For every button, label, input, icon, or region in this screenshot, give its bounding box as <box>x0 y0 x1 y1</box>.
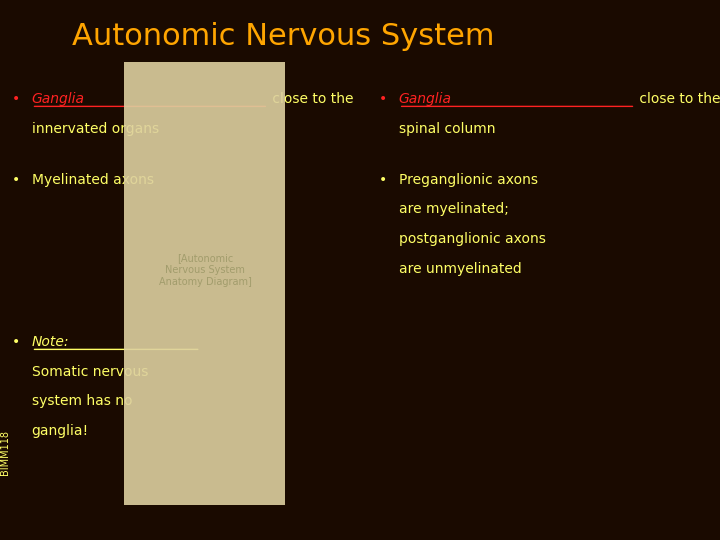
Text: are myelinated;: are myelinated; <box>399 202 508 217</box>
Text: ganglia!: ganglia! <box>32 424 89 438</box>
Text: •: • <box>379 92 387 106</box>
Text: system has no: system has no <box>32 394 132 408</box>
Text: BIMM118: BIMM118 <box>0 430 10 475</box>
Text: close to the: close to the <box>635 92 720 106</box>
Text: •: • <box>12 92 20 106</box>
Text: Myelinated axons: Myelinated axons <box>32 173 153 187</box>
Text: •: • <box>12 173 20 187</box>
Text: Somatic nervous: Somatic nervous <box>32 364 148 379</box>
Text: [Autonomic
Nervous System
Anatomy Diagram]: [Autonomic Nervous System Anatomy Diagra… <box>158 253 251 287</box>
Text: are unmyelinated: are unmyelinated <box>399 262 521 276</box>
Text: spinal column: spinal column <box>399 122 495 136</box>
Text: Ganglia: Ganglia <box>32 92 85 106</box>
Text: close to the: close to the <box>269 92 354 106</box>
Text: •: • <box>12 335 20 349</box>
FancyBboxPatch shape <box>124 62 284 505</box>
Text: •: • <box>379 173 387 187</box>
Text: Preganglionic axons: Preganglionic axons <box>399 173 538 187</box>
Text: Autonomic Nervous System: Autonomic Nervous System <box>72 22 494 51</box>
Text: innervated organs: innervated organs <box>32 122 158 136</box>
Text: postganglionic axons: postganglionic axons <box>399 232 546 246</box>
Text: Ganglia: Ganglia <box>399 92 451 106</box>
Text: Note:: Note: <box>32 335 69 349</box>
